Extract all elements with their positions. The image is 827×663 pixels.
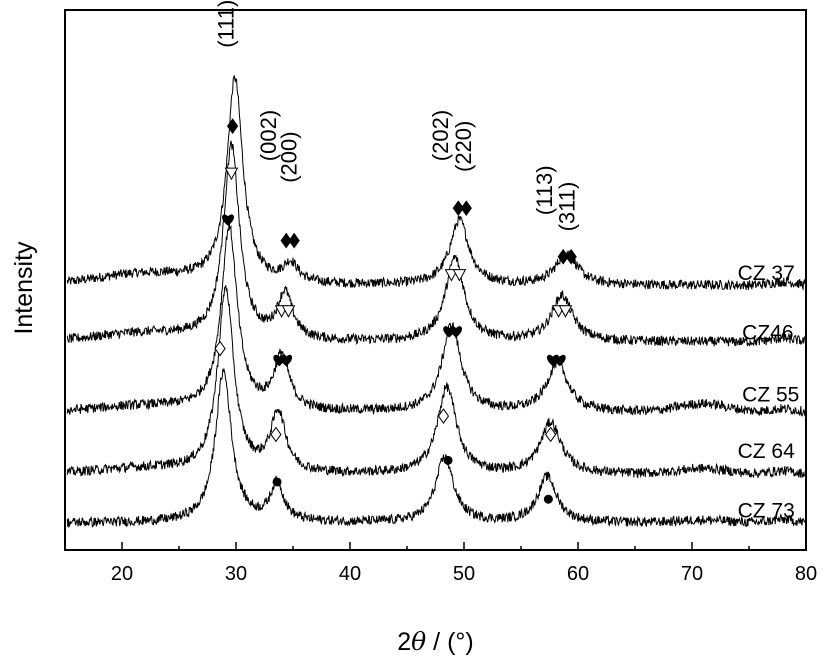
hkl-label: (113) — [532, 165, 557, 215]
phase-marker-triangle-open — [452, 269, 467, 282]
phase-marker-diamond-filled — [280, 232, 292, 249]
phase-marker-triangle-open — [281, 305, 296, 318]
hkl-label: (311) — [555, 182, 580, 232]
series-line — [66, 140, 806, 347]
series-line — [66, 367, 806, 529]
series-line — [66, 75, 806, 291]
hkl-label: (002) — [256, 110, 281, 161]
series-label: CZ46 — [742, 321, 793, 344]
phase-marker-diamond-open — [214, 340, 226, 357]
series-label: CZ 73 — [738, 500, 795, 523]
phase-marker-heart — [450, 326, 462, 338]
phase-marker-diamond-filled — [288, 232, 300, 249]
phase-marker-heart — [280, 354, 293, 367]
hkl-annotations: (111) (002)(200) (202)(220) (113)(311) — [214, 0, 580, 231]
phase-marker-diamond-open — [545, 426, 557, 443]
x-tick-label: 80 — [795, 563, 817, 585]
phase-marker-heart — [222, 214, 234, 226]
x-axis-title-symbol: θ — [411, 627, 426, 656]
phase-markers — [214, 118, 577, 504]
series-line — [66, 220, 806, 418]
x-tick-label: 60 — [567, 563, 589, 585]
phase-marker-triangle-open — [558, 305, 573, 318]
phase-marker-diamond-open — [437, 408, 450, 424]
x-tick-label: 70 — [681, 563, 703, 585]
phase-marker-diamond-filled — [226, 118, 239, 134]
x-axis-title: 2θ / (°) — [397, 627, 473, 656]
x-axis-title-suffix: / (°) — [426, 628, 474, 656]
hkl-label: (200) — [276, 131, 301, 182]
phase-marker-diamond-filled — [452, 200, 464, 217]
phase-marker-diamond-open — [270, 426, 282, 443]
hkl-label: (220) — [451, 121, 476, 172]
phase-marker-diamond-filled — [460, 200, 472, 217]
phase-marker-heart — [553, 354, 566, 367]
phase-marker-triangle-open — [224, 167, 239, 181]
series-line — [66, 285, 806, 479]
x-tick-label: 40 — [339, 563, 361, 585]
hkl-label: (111) — [214, 0, 239, 48]
x-axis-title-prefix: 2 — [397, 628, 411, 656]
x-tick-label: 30 — [225, 563, 247, 585]
phase-marker-circle-filled — [443, 455, 453, 465]
x-axis-ticks: 20 30 40 50 60 70 80 — [64, 542, 817, 585]
series-label: CZ 37 — [738, 262, 795, 285]
phase-marker-circle-filled — [272, 477, 282, 487]
hkl-label: (202) — [428, 110, 453, 161]
x-tick-label: 20 — [111, 563, 133, 585]
y-axis-title: Intensity — [10, 241, 38, 335]
phase-marker-diamond-filled — [557, 248, 569, 265]
phase-marker-diamond-filled — [565, 248, 577, 265]
x-tick-label: 50 — [453, 563, 475, 585]
series-group — [66, 75, 806, 529]
series-label: CZ 55 — [742, 384, 799, 407]
series-label: CZ 64 — [738, 440, 796, 463]
phase-marker-circle-filled — [543, 494, 553, 504]
series-labels: CZ 37 CZ46 CZ 55 CZ 64 CZ 73 — [738, 262, 800, 523]
plot-frame — [64, 9, 807, 551]
